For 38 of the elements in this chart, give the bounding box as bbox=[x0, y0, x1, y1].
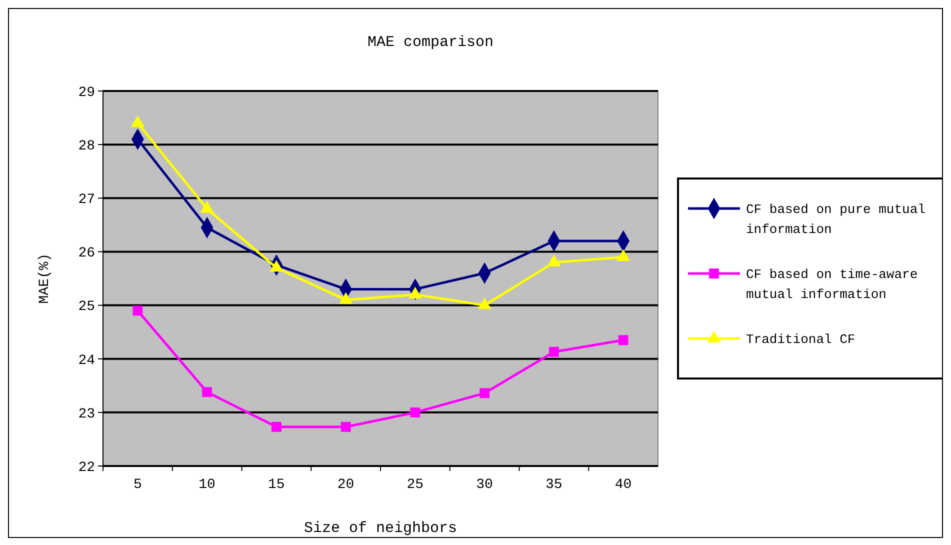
y-tick-label: 28 bbox=[78, 138, 95, 154]
y-tick-label: 23 bbox=[78, 406, 95, 422]
point bbox=[616, 250, 630, 261]
point bbox=[271, 422, 282, 432]
point bbox=[548, 346, 559, 357]
y-tick-label: 25 bbox=[78, 299, 95, 316]
x-axis-title: Size of neighbors bbox=[304, 520, 458, 537]
point bbox=[618, 335, 628, 346]
x-tick-label: 40 bbox=[614, 477, 632, 493]
point bbox=[132, 306, 143, 316]
point bbox=[339, 292, 352, 304]
x-tick-label: 20 bbox=[337, 477, 354, 493]
x-tick-label: 30 bbox=[476, 477, 493, 493]
point bbox=[270, 260, 283, 272]
legend-label: CF based on time-aware mutual information bbox=[746, 267, 918, 302]
point bbox=[478, 298, 491, 310]
y-axis-title: MAE(%) bbox=[37, 253, 53, 304]
x-tick-label: 5 bbox=[133, 477, 142, 493]
legend-label: Traditional CF bbox=[746, 332, 856, 348]
y-tick-label: 22 bbox=[78, 460, 95, 476]
point bbox=[408, 287, 422, 298]
point bbox=[410, 407, 420, 418]
y-tick-label: 26 bbox=[78, 246, 95, 262]
point bbox=[480, 388, 490, 398]
y-tick-label: 24 bbox=[78, 352, 95, 369]
legend-label: CF based on pure mutual information bbox=[746, 202, 926, 238]
x-tick-label: 35 bbox=[546, 477, 562, 493]
x-tick-label: 15 bbox=[268, 477, 285, 493]
x-tick-label: 10 bbox=[198, 477, 216, 493]
chart-title: MAE comparison bbox=[367, 34, 494, 51]
y-tick-label: 27 bbox=[78, 192, 95, 208]
point bbox=[200, 202, 214, 213]
point bbox=[131, 116, 144, 128]
point bbox=[340, 422, 351, 432]
x-tick-label: 25 bbox=[406, 477, 424, 493]
point bbox=[548, 255, 560, 266]
y-tick-label: 29 bbox=[78, 84, 95, 101]
point bbox=[202, 387, 212, 398]
